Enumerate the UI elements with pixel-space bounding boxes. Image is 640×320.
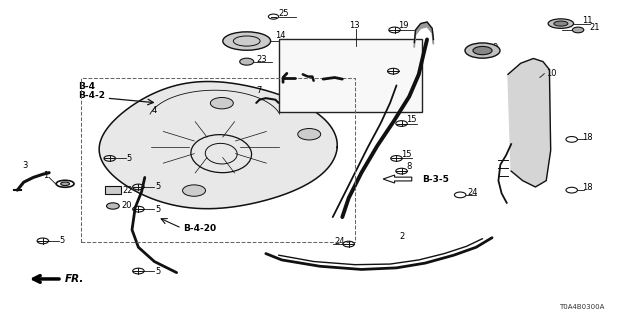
Text: B-4-20: B-4-20 (183, 224, 216, 233)
Text: 6: 6 (303, 68, 308, 77)
Polygon shape (508, 59, 550, 187)
Ellipse shape (473, 46, 492, 55)
Text: 3: 3 (22, 161, 28, 170)
Text: 23: 23 (256, 55, 267, 64)
Text: 5: 5 (126, 154, 132, 163)
Text: 25: 25 (278, 9, 289, 18)
Text: 7: 7 (256, 86, 262, 95)
Text: B-4-2: B-4-2 (78, 92, 105, 100)
Text: 15: 15 (401, 150, 412, 159)
Ellipse shape (61, 182, 70, 186)
Text: 5: 5 (155, 182, 160, 191)
Text: B-4: B-4 (78, 82, 95, 91)
Text: 1: 1 (43, 171, 48, 180)
Text: T0A4B0300A: T0A4B0300A (559, 304, 604, 309)
Circle shape (182, 185, 205, 196)
Text: 11: 11 (582, 16, 593, 25)
Circle shape (211, 98, 234, 109)
Text: 20: 20 (121, 202, 132, 211)
Text: 15: 15 (406, 115, 417, 124)
Text: 10: 10 (546, 69, 557, 78)
Text: 2: 2 (399, 232, 405, 241)
FancyArrow shape (383, 175, 412, 183)
Polygon shape (99, 82, 337, 209)
Text: 5: 5 (155, 205, 160, 214)
Polygon shape (414, 22, 433, 47)
Ellipse shape (223, 32, 271, 50)
Text: 22: 22 (122, 186, 133, 195)
Text: 12: 12 (384, 62, 394, 71)
Text: 5: 5 (155, 267, 160, 276)
Circle shape (298, 129, 321, 140)
Text: B-3-5: B-3-5 (422, 174, 449, 184)
Text: 4: 4 (151, 106, 156, 115)
Text: 24: 24 (334, 237, 344, 246)
Text: 16: 16 (280, 68, 291, 77)
Circle shape (572, 27, 584, 33)
Ellipse shape (465, 43, 500, 58)
Bar (278, 39, 422, 112)
Text: 21: 21 (589, 23, 600, 32)
Text: 13: 13 (349, 21, 359, 30)
Circle shape (240, 58, 253, 65)
Bar (105, 186, 120, 194)
Ellipse shape (554, 21, 568, 26)
Text: 24: 24 (468, 188, 478, 197)
Text: 17: 17 (323, 68, 334, 77)
Circle shape (106, 203, 119, 209)
Text: 5: 5 (60, 236, 65, 245)
Text: 14: 14 (275, 31, 286, 40)
Text: FR.: FR. (65, 274, 84, 284)
Text: 18: 18 (582, 133, 593, 142)
Ellipse shape (548, 19, 573, 28)
Text: 19: 19 (397, 21, 408, 30)
Text: 9: 9 (492, 43, 497, 52)
Text: 8: 8 (406, 163, 412, 172)
Bar (81, 77, 355, 243)
Text: 18: 18 (582, 183, 593, 192)
